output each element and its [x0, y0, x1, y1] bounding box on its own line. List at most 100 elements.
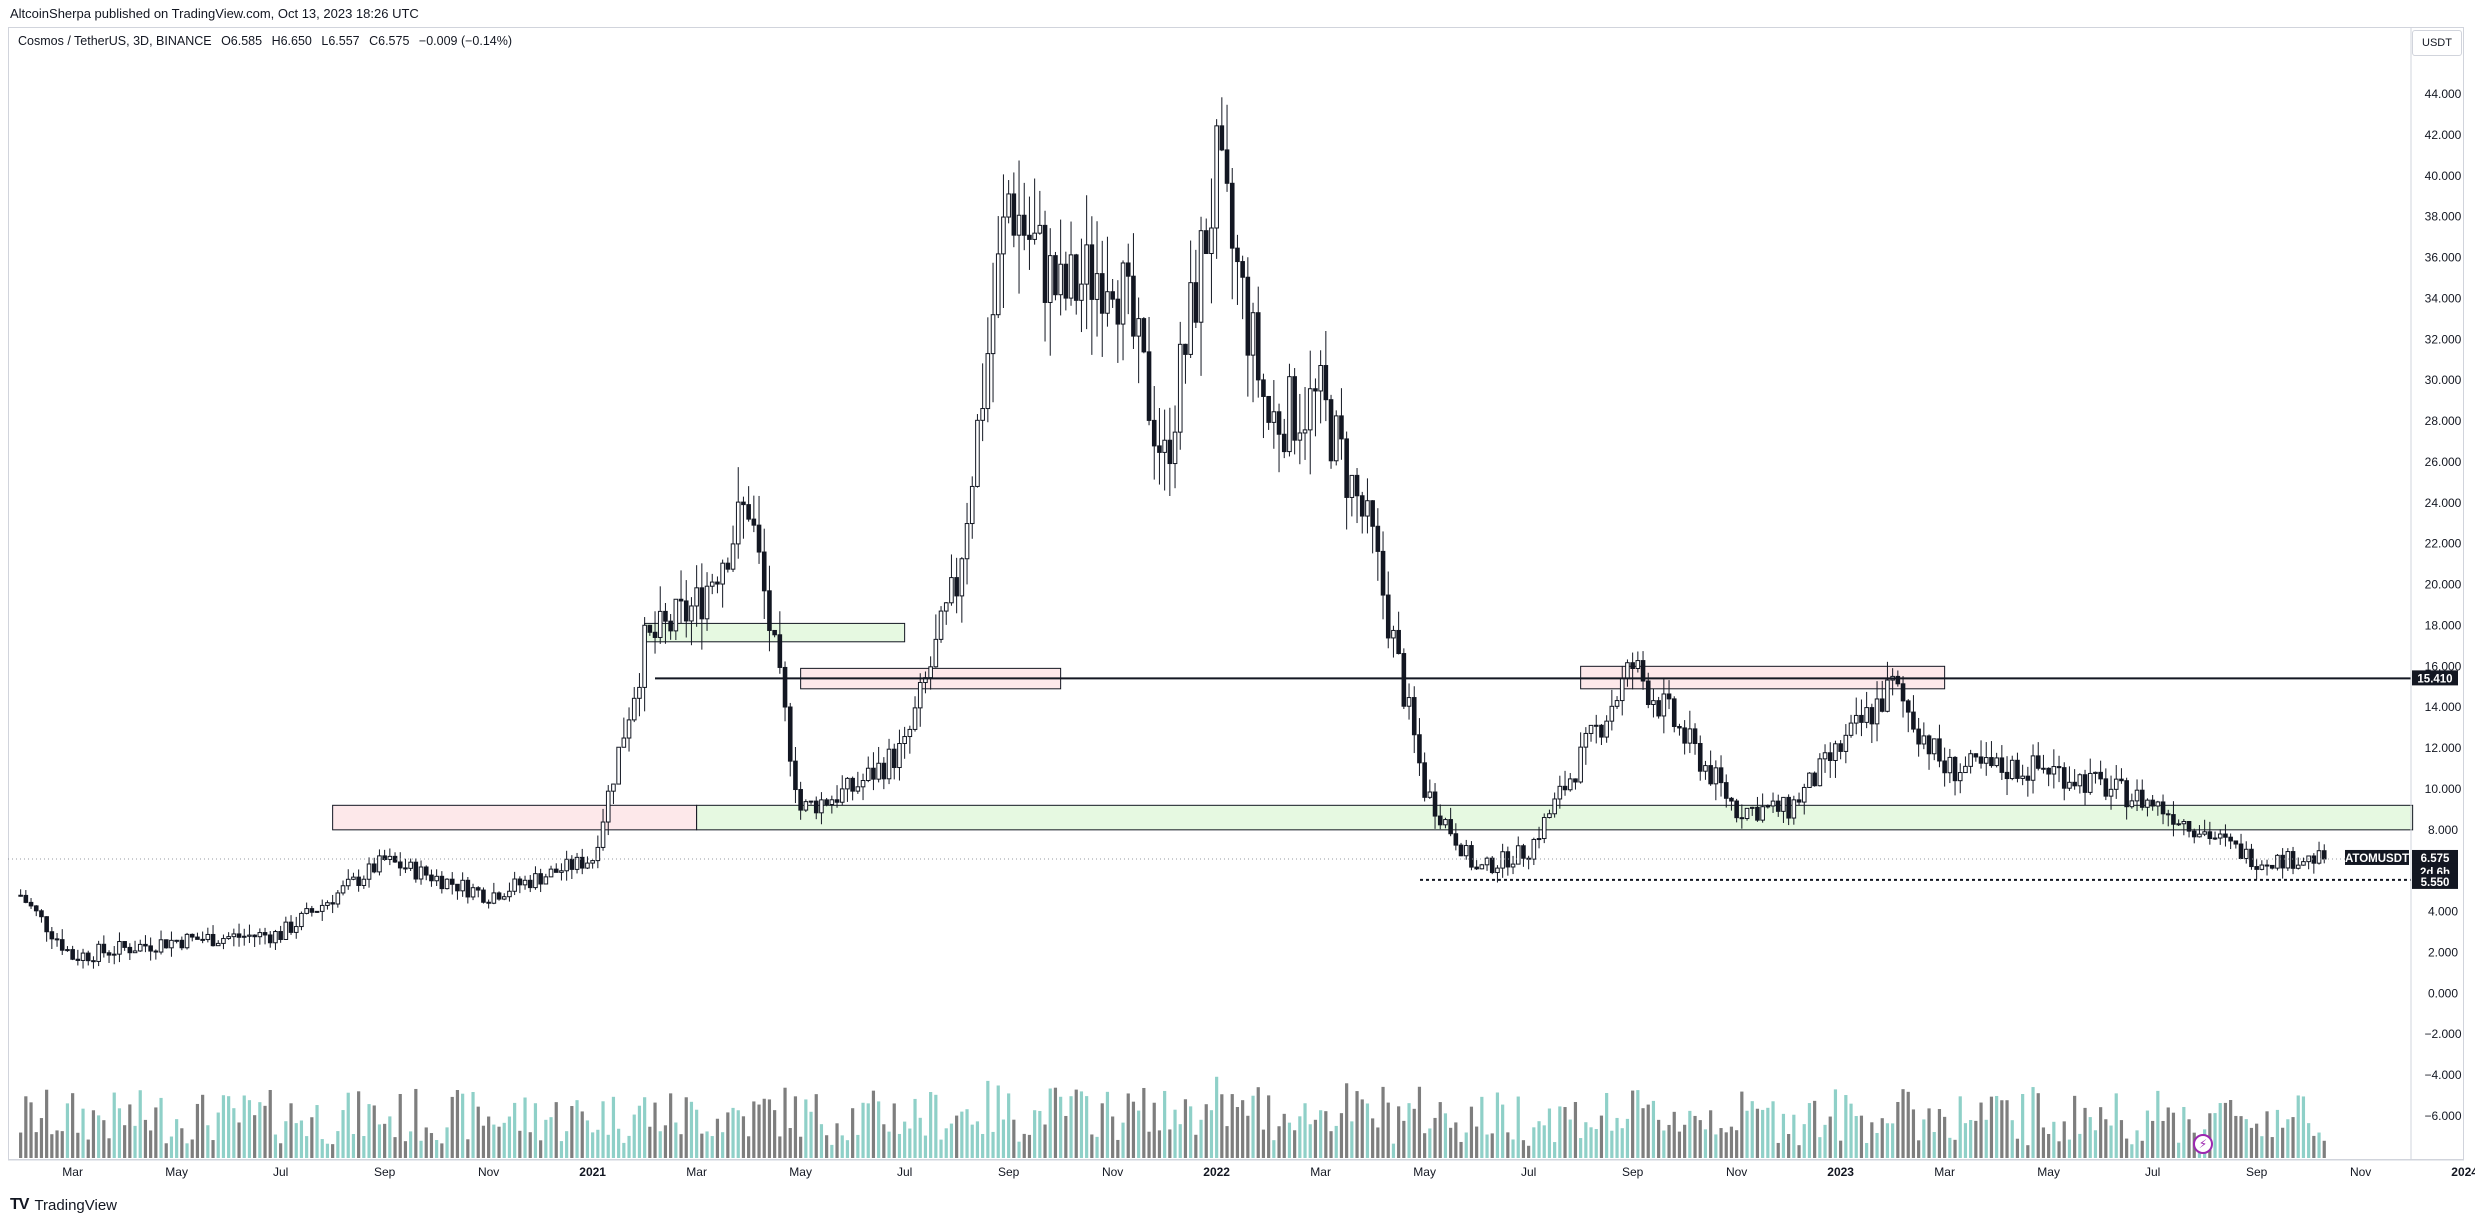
candle-body [486, 901, 491, 904]
volume-bar [1698, 1120, 1702, 1158]
volume-bar [133, 1125, 137, 1158]
volume-bar [1766, 1107, 1770, 1158]
candle-body [70, 949, 75, 960]
volume-bar [227, 1096, 231, 1158]
price-tick: 44.000 [2425, 87, 2462, 101]
candle-body [2061, 767, 2067, 789]
bolt-icon[interactable]: ⚡ [2193, 1134, 2213, 1154]
volume-bar [773, 1110, 777, 1158]
volume-bar [1579, 1138, 1583, 1158]
candle-body [626, 719, 632, 739]
volume-bar [1844, 1095, 1848, 1158]
candle-body [891, 748, 897, 769]
volume-bar [1620, 1128, 1624, 1158]
candle-body [299, 912, 304, 928]
volume-bar [2177, 1142, 2181, 1158]
candle-body [1718, 767, 1724, 784]
candle-body [876, 762, 881, 780]
time-tick: Mar [686, 1165, 707, 1179]
volume-bar [1272, 1140, 1276, 1158]
candle-body [1016, 214, 1022, 236]
candle-body [262, 932, 268, 936]
volume-bar [1875, 1132, 1879, 1158]
pair-label[interactable]: Cosmos / TetherUS, 3D, BINANCE [18, 34, 212, 48]
currency-button[interactable]: USDT [2412, 30, 2462, 56]
candle-body [2285, 851, 2291, 869]
volume-bar [991, 1131, 995, 1158]
volume-bar [1319, 1110, 1323, 1158]
candle-body [1203, 230, 1209, 255]
volume-bar [1885, 1123, 1890, 1158]
candle-body [1448, 819, 1453, 835]
volume-bar [2093, 1130, 2098, 1158]
candle-body [949, 577, 954, 604]
candle-body [330, 902, 335, 905]
candle-body [28, 901, 34, 907]
volume-bar [986, 1080, 990, 1158]
candle-body [1562, 785, 1568, 791]
candle-body [1495, 867, 1500, 874]
candle-body [371, 863, 377, 873]
candle-body [2046, 767, 2051, 775]
candle-body [813, 800, 819, 814]
volume-bar [809, 1111, 813, 1158]
volume-bar [175, 1119, 179, 1158]
volume-bar [601, 1101, 605, 1158]
volume-bar [1475, 1126, 1479, 1158]
volume-bar [1012, 1119, 1016, 1158]
volume-bar [1709, 1110, 1713, 1158]
volume-bar [1251, 1095, 1255, 1158]
volume-bar [169, 1136, 174, 1158]
candle-body [507, 890, 512, 898]
candle-body [1032, 232, 1037, 240]
volume-bar [1256, 1087, 1260, 1158]
volume-bar [325, 1143, 330, 1158]
volume-bar [1303, 1103, 1307, 1158]
candle-body [252, 934, 257, 938]
volume-bar [1053, 1087, 1058, 1158]
candle-body [423, 866, 429, 876]
candle-body [548, 868, 554, 878]
candle-body [1744, 807, 1750, 820]
candle-body [366, 863, 372, 880]
volume-bar [1131, 1101, 1136, 1158]
volume-bar [398, 1093, 402, 1158]
candle-body [1105, 291, 1110, 314]
candle-body [512, 878, 517, 892]
volume-bar [1085, 1096, 1089, 1158]
volume-bar [2239, 1116, 2243, 1158]
volume-bar [440, 1143, 444, 1158]
volume-bar [143, 1119, 148, 1158]
volume-bar [2244, 1119, 2248, 1158]
volume-bar [435, 1140, 439, 1158]
candle-body [969, 485, 975, 525]
candle-body [1869, 707, 1875, 725]
candle-body [132, 950, 138, 954]
volume-bar [1501, 1104, 1505, 1158]
volume-bar [819, 1124, 824, 1158]
candle-body [1349, 474, 1355, 498]
candle-body [2129, 800, 2135, 808]
price-tick: 16.000 [2425, 659, 2462, 673]
candle-body [663, 610, 668, 622]
candle-body [1344, 438, 1349, 498]
candle-body [91, 960, 96, 963]
candle-body [2077, 774, 2083, 787]
volume-bar [736, 1110, 740, 1158]
price-tick: 14.000 [2425, 700, 2462, 714]
support-price-label: 5.550 [2421, 877, 2450, 889]
footer-brand-label[interactable]: TradingView [34, 1196, 117, 1214]
candle-body [585, 862, 590, 869]
candle-body [538, 873, 543, 885]
volume-bar [97, 1115, 101, 1158]
candle-body [1198, 230, 1204, 323]
volume-bar [1350, 1121, 1354, 1158]
volume-bar [825, 1135, 829, 1158]
volume-bar [1943, 1116, 1947, 1158]
volume-bar [1662, 1130, 1666, 1158]
support-price-label-bg [2412, 873, 2458, 889]
candle-body [559, 870, 564, 873]
candle-body [184, 933, 190, 949]
volume-bar [2125, 1138, 2129, 1158]
